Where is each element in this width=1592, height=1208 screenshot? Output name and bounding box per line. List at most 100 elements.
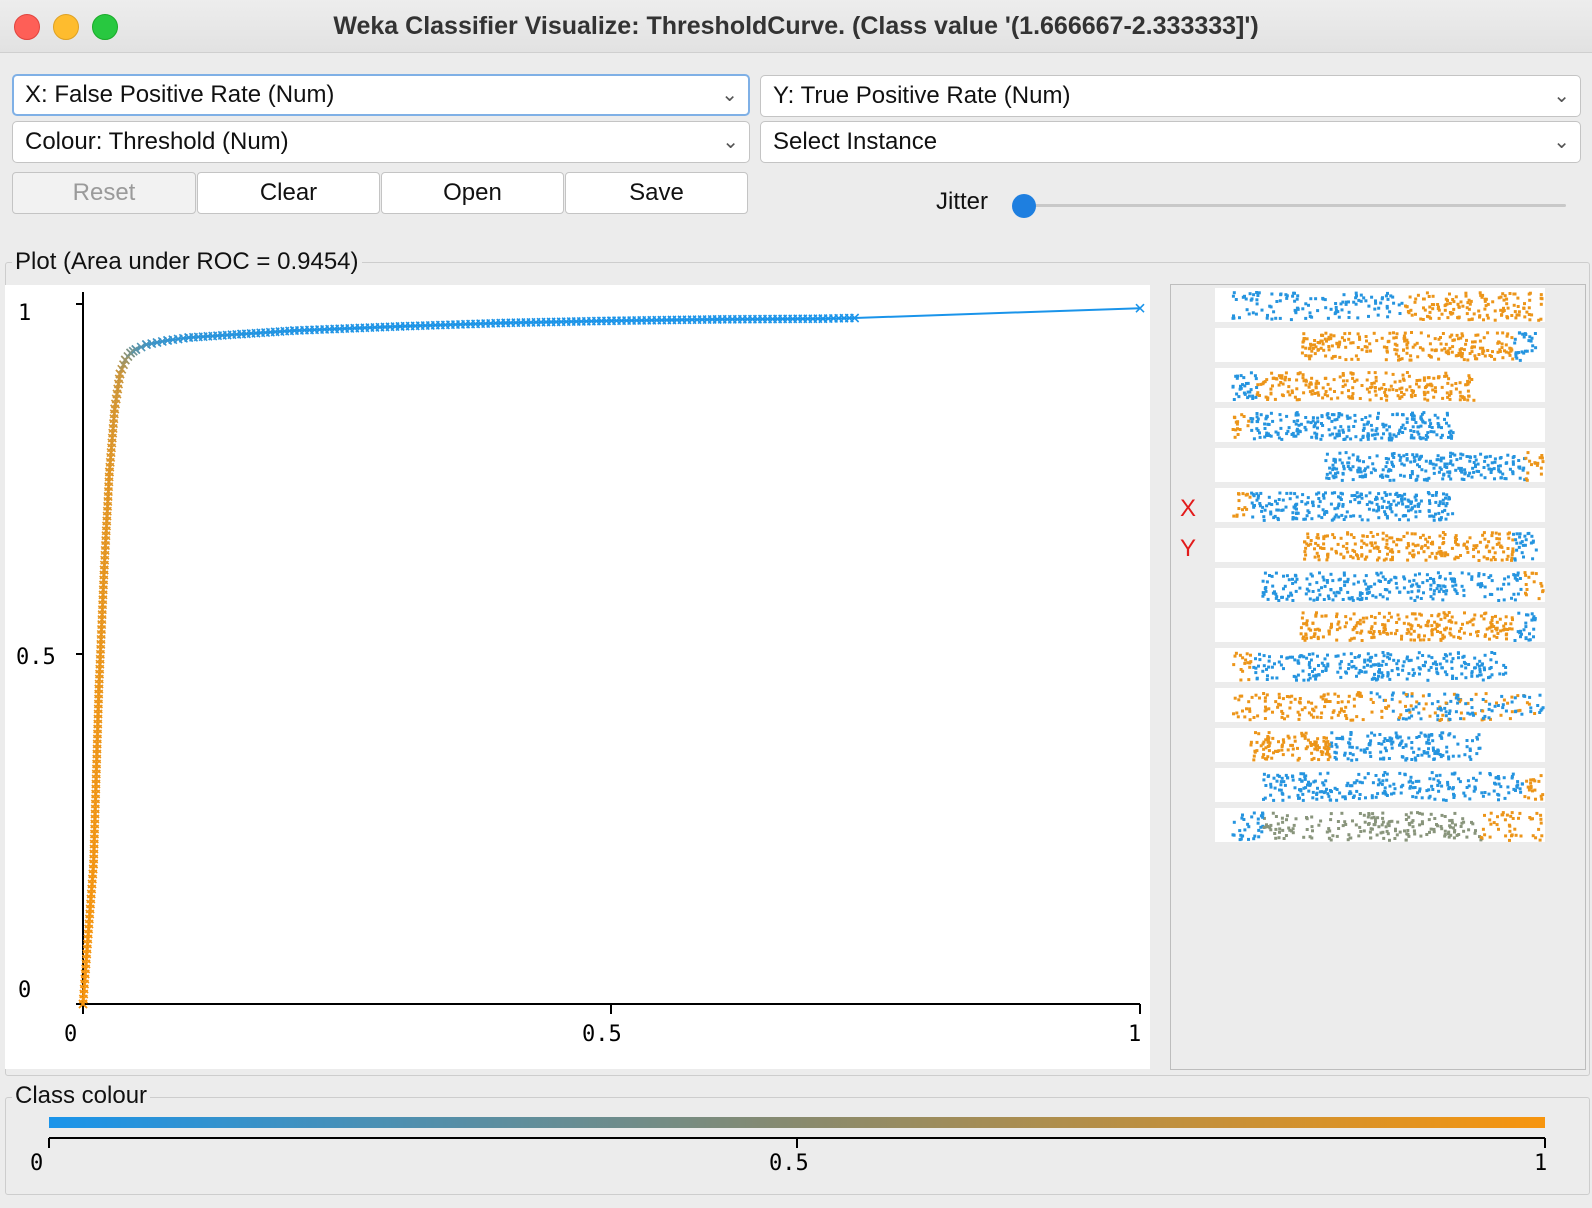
attribute-point <box>1330 625 1333 629</box>
attribute-point <box>1524 593 1528 597</box>
attribute-point <box>1422 550 1426 554</box>
attribute-point <box>1425 833 1429 836</box>
attribute-point <box>1461 396 1465 400</box>
attribute-point <box>1432 430 1436 434</box>
open-button[interactable]: Open <box>381 172 564 214</box>
attribute-point <box>1314 386 1318 390</box>
attribute-point <box>1493 704 1497 708</box>
attribute-point <box>1503 577 1507 581</box>
y-axis-select[interactable]: Y: True Positive Rate (Num) ⌄ <box>760 75 1581 117</box>
attribute-point <box>1264 395 1268 399</box>
attribute-point <box>1495 331 1499 335</box>
colour-select[interactable]: Colour: Threshold (Num) ⌄ <box>12 121 750 163</box>
attribute-point <box>1247 419 1251 423</box>
attribute-point <box>1539 582 1543 585</box>
attribute-point <box>1448 335 1452 339</box>
attribute-point <box>1317 497 1321 500</box>
attribute-point <box>1377 662 1381 666</box>
attribute-point <box>1410 624 1414 628</box>
attribute-point <box>1256 420 1260 424</box>
attribute-point <box>1388 820 1392 824</box>
x-tick-label-1: 1 <box>1128 1022 1141 1047</box>
attribute-point <box>1250 815 1254 819</box>
attribute-point <box>1254 731 1257 735</box>
attribute-point <box>1360 781 1364 785</box>
attribute-point <box>1533 712 1537 715</box>
attribute-point <box>1407 630 1411 634</box>
save-button[interactable]: Save <box>565 172 748 214</box>
select-instance-select[interactable]: Select Instance ⌄ <box>760 121 1581 163</box>
attribute-strip[interactable] <box>1215 328 1545 362</box>
attribute-point <box>1259 825 1263 829</box>
attribute-point <box>1239 837 1243 841</box>
roc-plot[interactable]: 1 0.5 0 0 0.5 1 <box>0 282 1160 1072</box>
attribute-point <box>1401 423 1405 427</box>
x-axis-select[interactable]: X: False Positive Rate (Num) ⌄ <box>12 74 750 116</box>
attribute-point <box>1428 502 1432 505</box>
attribute-point <box>1477 353 1481 356</box>
attribute-strip[interactable] <box>1215 528 1545 562</box>
attribute-point <box>1358 618 1362 622</box>
clear-button[interactable]: Clear <box>197 172 380 214</box>
attribute-strip[interactable] <box>1215 288 1545 322</box>
attribute-point <box>1447 611 1451 614</box>
attribute-point <box>1261 811 1265 815</box>
attribute-point <box>1365 345 1369 349</box>
attribute-point <box>1384 698 1387 702</box>
attribute-point <box>1264 784 1268 787</box>
attribute-strip[interactable] <box>1215 808 1545 842</box>
minimize-window-button[interactable] <box>53 14 79 40</box>
attribute-point <box>1354 823 1358 827</box>
attribute-point <box>1355 378 1359 382</box>
attribute-point <box>1379 757 1382 761</box>
attribute-point <box>1298 713 1302 717</box>
attribute-point <box>1416 543 1420 547</box>
attribute-point <box>1305 816 1308 819</box>
attribute-point <box>1459 456 1463 460</box>
attribute-point <box>1325 580 1329 584</box>
attribute-panel[interactable] <box>1170 284 1586 1070</box>
attribute-point <box>1512 303 1516 307</box>
attribute-point <box>1275 779 1279 783</box>
attribute-point <box>1304 632 1308 636</box>
attribute-point <box>1304 354 1308 358</box>
jitter-slider-track[interactable] <box>1024 204 1566 207</box>
attribute-point <box>1449 312 1453 316</box>
jitter-slider-knob[interactable] <box>1012 194 1036 218</box>
attribute-point <box>1438 518 1442 522</box>
attribute-point <box>1460 571 1464 575</box>
attribute-point <box>1399 538 1403 542</box>
attribute-point <box>1513 639 1517 642</box>
attribute-point <box>1358 598 1362 602</box>
attribute-point <box>1261 742 1265 746</box>
attribute-point <box>1320 586 1323 590</box>
attribute-point <box>1516 783 1520 787</box>
attribute-point <box>1270 292 1274 296</box>
attribute-point <box>1387 611 1391 615</box>
attribute-point <box>1293 658 1297 662</box>
attribute-point <box>1371 701 1375 704</box>
attribute-point <box>1448 461 1452 465</box>
attribute-point <box>1334 472 1337 476</box>
attribute-point <box>1316 426 1319 430</box>
attribute-point <box>1279 381 1283 384</box>
reset-button[interactable]: Reset <box>12 172 196 214</box>
attribute-point <box>1386 315 1390 319</box>
attribute-point <box>1341 300 1345 304</box>
attribute-point <box>1375 497 1379 501</box>
attribute-point <box>1376 558 1379 562</box>
attribute-point <box>1324 747 1328 751</box>
attribute-point <box>1321 386 1325 390</box>
attribute-strip[interactable] <box>1215 368 1545 402</box>
attribute-point <box>1510 314 1514 317</box>
attribute-point <box>1296 659 1300 663</box>
attribute-point <box>1374 375 1378 379</box>
attribute-point <box>1255 291 1259 294</box>
attribute-point <box>1397 501 1401 505</box>
close-window-button[interactable] <box>14 14 40 40</box>
attribute-point <box>1267 659 1271 663</box>
attribute-point <box>1508 627 1512 631</box>
attribute-point <box>1258 502 1262 505</box>
zoom-window-button[interactable] <box>92 14 118 40</box>
attribute-point <box>1459 452 1463 456</box>
